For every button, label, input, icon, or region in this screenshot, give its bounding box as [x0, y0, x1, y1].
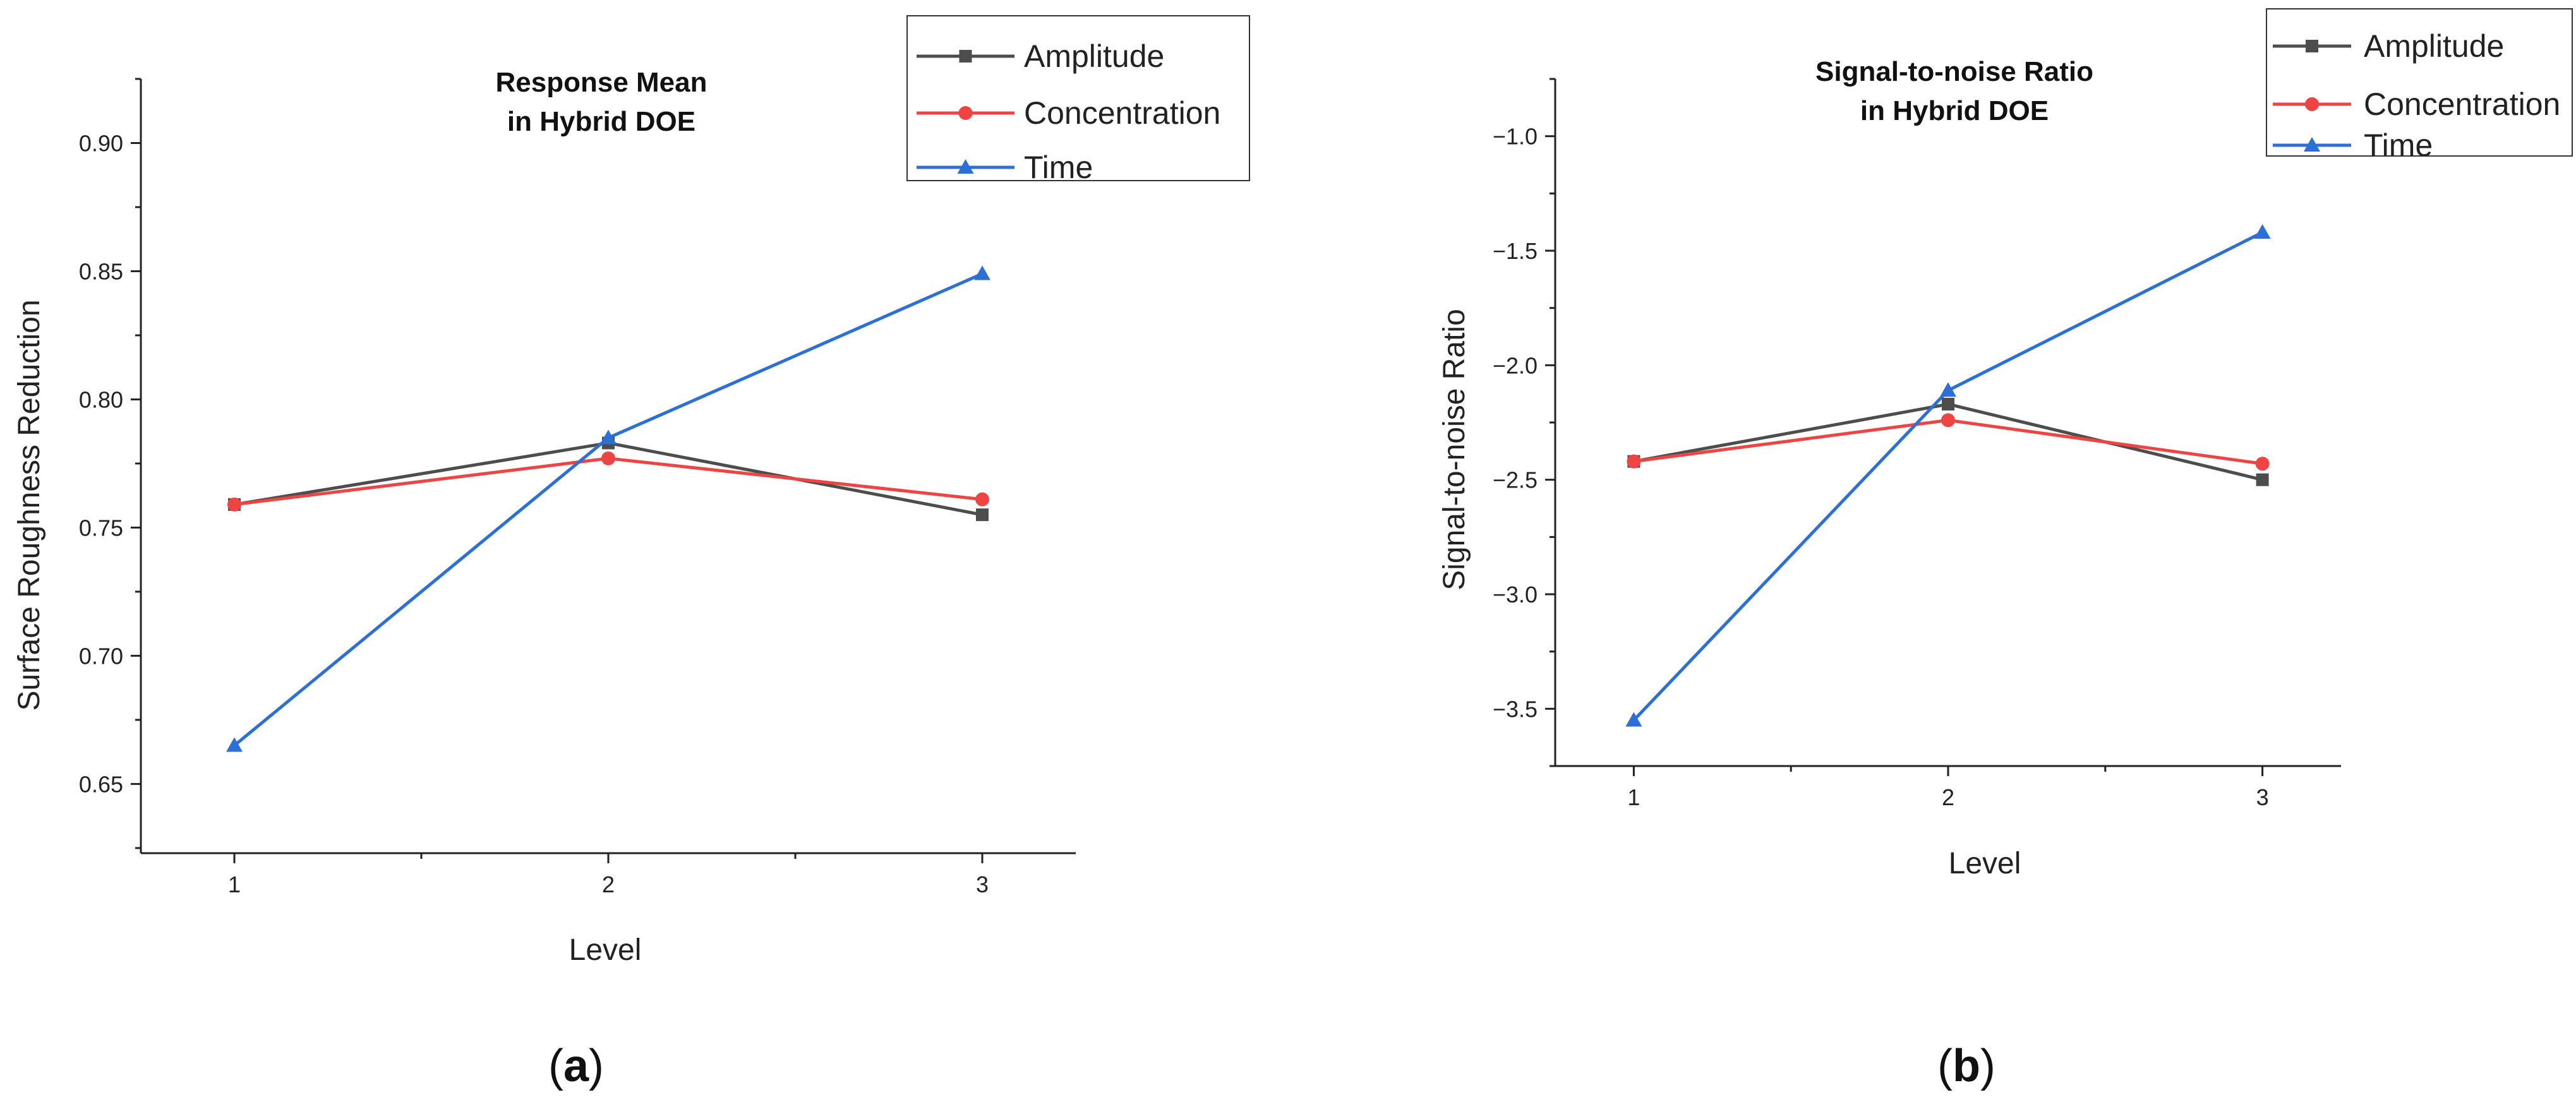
series-line-time — [233, 272, 984, 747]
y-tick-label: 0.75 — [79, 515, 123, 541]
data-point-concentration-1 — [1627, 454, 1641, 469]
legend-marker-amplitude — [2306, 40, 2318, 52]
data-point-concentration-1 — [227, 497, 241, 512]
panel-b-caption: (b) — [1937, 1041, 1995, 1091]
legend-marker-concentration — [958, 106, 973, 120]
panel-b-y-axis-label: Signal-to-noise Ratio — [1438, 309, 1471, 590]
panel-a-caption: (a) — [548, 1041, 604, 1091]
legend-label-time: Time — [1024, 150, 1093, 185]
series-line-time — [1632, 231, 2263, 722]
panel-b-series — [1625, 224, 2271, 727]
data-point-time-1 — [226, 737, 243, 752]
y-tick-label: −2.5 — [1493, 467, 1538, 493]
panel-b-ticks: −3.5 −3.0 −2.5 −2.0 −1.5 −1.0 1 2 3 — [1493, 78, 2269, 810]
y-tick-label: −3.5 — [1493, 696, 1538, 722]
x-tick-label: 1 — [1627, 784, 1640, 810]
legend-box — [906, 15, 1250, 181]
y-tick-label: 0.65 — [79, 771, 123, 797]
y-tick-label: 0.85 — [79, 258, 123, 284]
legend-marker-amplitude — [959, 50, 972, 63]
panel-b: −3.5 −3.0 −2.5 −2.0 −1.5 −1.0 1 2 3 Signal-to-no… — [1438, 8, 2573, 1091]
x-tick-label: 2 — [602, 871, 615, 897]
legend-label-time: Time — [2364, 128, 2433, 163]
legend-label-concentration: Concentration — [1024, 95, 1220, 131]
y-tick-label: 0.70 — [79, 643, 123, 669]
legend-label-amplitude: Amplitude — [1024, 39, 1164, 74]
y-tick-label: −2.0 — [1493, 352, 1538, 378]
x-tick-label: 3 — [976, 871, 989, 897]
legend-label-concentration: Concentration — [2364, 87, 2560, 122]
y-tick-label: 0.80 — [79, 386, 123, 412]
legend-marker-time — [957, 159, 974, 174]
panel-a-title-line-1: Response Mean — [496, 67, 707, 98]
legend-marker-time — [2304, 137, 2320, 152]
data-point-time-1 — [1625, 712, 1642, 727]
data-point-amplitude-3 — [976, 508, 989, 522]
data-point-time-3 — [2254, 224, 2271, 239]
y-tick-label: −1.5 — [1493, 238, 1538, 264]
data-point-concentration-3 — [975, 492, 989, 506]
panel-a-ticks: 0.65 0.70 0.75 0.80 0.85 0.90 1 2 3 — [79, 78, 989, 897]
data-point-time-2 — [1940, 382, 1956, 397]
x-tick-label: 3 — [2256, 784, 2269, 810]
y-tick-label: −3.0 — [1493, 582, 1538, 608]
data-point-concentration-3 — [2255, 457, 2270, 471]
y-tick-label: 0.90 — [79, 130, 123, 156]
legend-marker-concentration — [2305, 97, 2319, 111]
legend-box — [2266, 8, 2573, 157]
panel-b-x-axis-label: Level — [1949, 847, 2021, 880]
x-tick-label: 2 — [1942, 784, 1954, 810]
data-point-amplitude-2 — [1942, 397, 1954, 410]
panel-b-title-line-2: in Hybrid DOE — [1860, 95, 2049, 126]
legend-label-amplitude: Amplitude — [2364, 28, 2504, 64]
x-tick-label: 1 — [228, 871, 241, 897]
panel-a-legend: Amplitude Concentration Time — [906, 15, 1250, 185]
data-point-concentration-2 — [601, 451, 615, 465]
data-point-time-2 — [600, 429, 617, 445]
data-point-time-3 — [974, 265, 990, 280]
panel-a: 0.65 0.70 0.75 0.80 0.85 0.90 1 2 3 Response Mea… — [13, 15, 1250, 1091]
panel-b-title-line-1: Signal-to-noise Ratio — [1815, 56, 2093, 87]
panel-a-series — [226, 265, 990, 752]
y-tick-label: −1.0 — [1493, 124, 1538, 150]
data-point-amplitude-3 — [2256, 473, 2269, 486]
data-point-concentration-2 — [1941, 413, 1955, 428]
panel-b-legend: Amplitude Concentration Time — [2266, 8, 2573, 163]
panel-a-title-line-2: in Hybrid DOE — [507, 106, 695, 137]
panel-a-y-axis-label: Surface Roughness Reduction — [13, 299, 46, 710]
panel-a-x-axis-label: Level — [569, 933, 642, 967]
panel-a-axes — [140, 79, 1076, 854]
